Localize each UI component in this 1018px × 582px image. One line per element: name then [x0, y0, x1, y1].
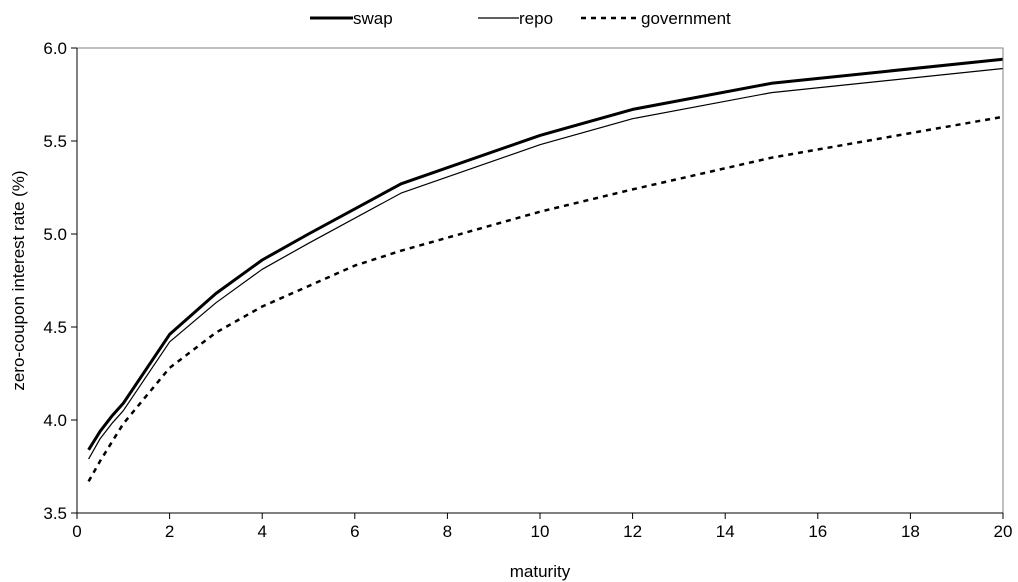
- legend-item-swap: swap: [310, 9, 393, 28]
- y-tick-label: 5.5: [43, 132, 67, 151]
- legend-label: repo: [519, 9, 553, 28]
- y-tick-label: 4.5: [43, 318, 67, 337]
- plot-frame: [76, 47, 1004, 514]
- legend-item-government: government: [581, 9, 731, 28]
- x-tick-label: 8: [443, 522, 452, 541]
- legend-item-repo: repo: [478, 9, 553, 28]
- x-tick-label: 10: [531, 522, 550, 541]
- plot-area: [87, 57, 1004, 483]
- y-axis-title: zero-coupon interest rate (%): [9, 170, 28, 390]
- legend-label: swap: [353, 9, 393, 28]
- x-tick-label: 20: [994, 522, 1013, 541]
- series-line-swap: [87, 57, 1004, 451]
- x-tick-label: 18: [901, 522, 920, 541]
- axes: 3.5 4.0 4.5 5.0 5.5 6.0 0 2 4 6 8 10 12 14 16 18 20: [43, 39, 1012, 541]
- y-tick-label: 6.0: [43, 39, 67, 58]
- series-line-government: [87, 115, 1004, 483]
- series-line-repo: [88, 67, 1004, 460]
- y-tick-label: 3.5: [43, 504, 67, 523]
- y-tick-label: 4.0: [43, 411, 67, 430]
- y-tick-label: 5.0: [43, 225, 67, 244]
- legend: swap repo government: [310, 9, 731, 28]
- x-tick-label: 0: [72, 522, 81, 541]
- legend-label: government: [641, 9, 731, 28]
- x-tick-label: 2: [165, 522, 174, 541]
- x-tick-label: 6: [350, 522, 359, 541]
- x-tick-label: 16: [808, 522, 827, 541]
- x-axis-title: maturity: [510, 562, 571, 581]
- x-tick-label: 4: [257, 522, 266, 541]
- x-tick-label: 14: [716, 522, 735, 541]
- x-tick-label: 12: [623, 522, 642, 541]
